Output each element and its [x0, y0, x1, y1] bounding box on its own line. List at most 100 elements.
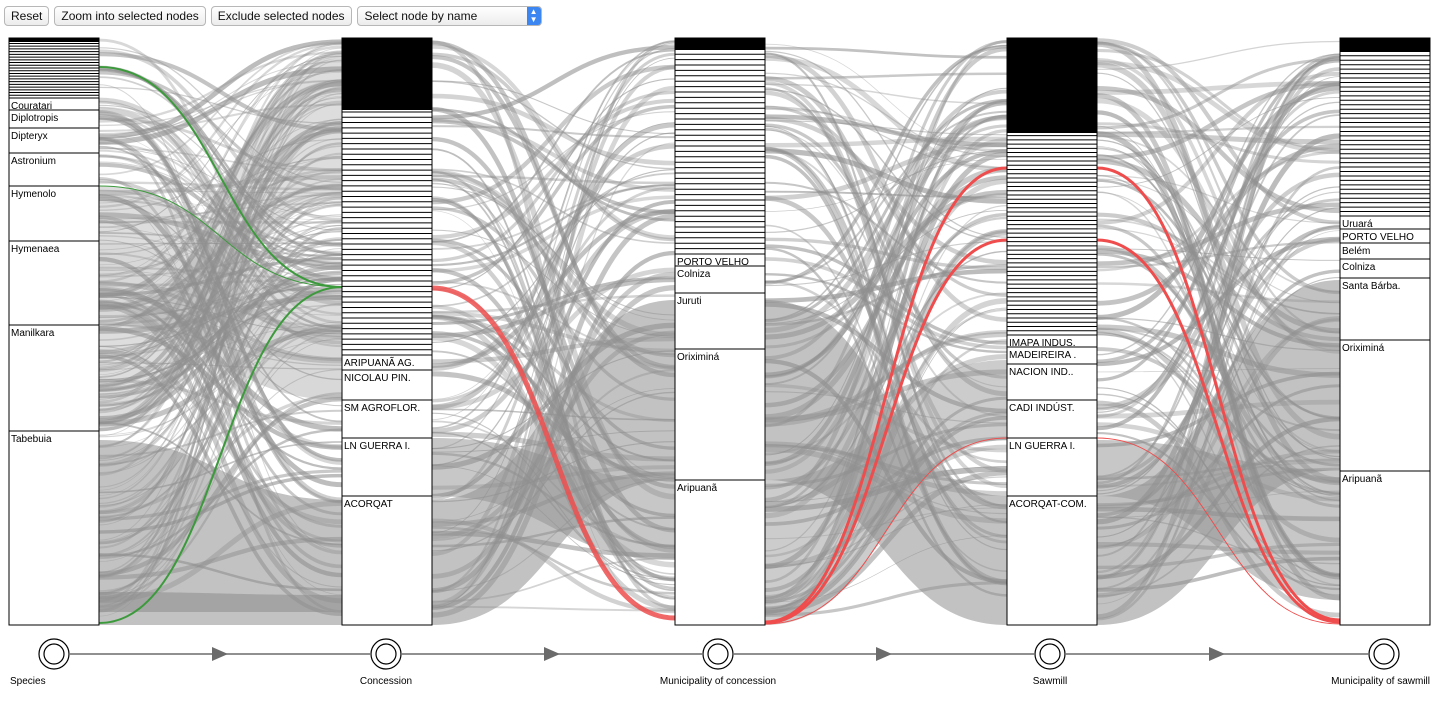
link-line[interactable] [98, 191, 343, 508]
link-line[interactable] [1096, 172, 1341, 410]
link-line[interactable] [98, 127, 343, 425]
link-line[interactable] [1096, 60, 1341, 155]
link-line[interactable] [431, 250, 676, 610]
link-line[interactable] [431, 170, 676, 590]
link-line[interactable] [98, 49, 343, 222]
link-line[interactable] [98, 45, 343, 283]
link-line[interactable] [98, 149, 343, 265]
link-line[interactable] [1096, 445, 1341, 597]
link-line[interactable] [98, 242, 343, 360]
link-line[interactable] [98, 276, 343, 594]
link-line[interactable] [98, 199, 343, 246]
link-line[interactable] [98, 86, 343, 125]
link-line[interactable] [1096, 416, 1341, 580]
link-line[interactable] [98, 193, 343, 278]
link-line[interactable] [764, 114, 1008, 378]
link-line[interactable] [98, 235, 343, 295]
link-line[interactable] [98, 169, 343, 388]
link-line[interactable] [98, 220, 343, 224]
node[interactable]: MADEIREIRA . [1006, 346, 1098, 365]
reset-button[interactable]: Reset [4, 6, 50, 26]
link-line[interactable] [764, 136, 1008, 148]
link-line[interactable] [98, 269, 343, 316]
link-line[interactable] [764, 150, 1008, 234]
link-line[interactable] [764, 209, 1008, 324]
link-line[interactable] [98, 117, 343, 329]
link-line[interactable] [98, 104, 343, 231]
link-line[interactable] [98, 142, 343, 523]
link-line[interactable] [764, 244, 1008, 345]
link-line[interactable] [1096, 41, 1341, 334]
node-rect[interactable] [8, 185, 100, 242]
link-line[interactable] [431, 143, 676, 371]
link-line[interactable] [98, 326, 343, 427]
link-line[interactable] [764, 391, 1008, 424]
link-line[interactable] [431, 285, 676, 621]
link-line[interactable] [1096, 192, 1341, 453]
link-line[interactable] [431, 530, 676, 558]
link-line[interactable] [1096, 166, 1341, 622]
link-line[interactable] [431, 605, 676, 612]
link-line[interactable] [431, 478, 676, 592]
node[interactable]: Santa Bárba. [1339, 277, 1431, 341]
link-line[interactable] [98, 324, 343, 466]
link-line[interactable] [98, 142, 343, 255]
link-line[interactable] [98, 106, 343, 265]
link-line[interactable] [98, 156, 343, 251]
link-line[interactable] [98, 321, 343, 518]
link-line[interactable] [431, 516, 676, 548]
link-line[interactable] [98, 302, 343, 364]
link-line[interactable] [98, 195, 343, 424]
link-line[interactable] [764, 87, 1008, 456]
link-line[interactable] [98, 290, 343, 406]
link-line[interactable] [98, 277, 343, 391]
link-line[interactable] [98, 181, 343, 191]
link-line[interactable] [98, 168, 343, 277]
node[interactable]: Diplotropis [8, 109, 100, 129]
link-line[interactable] [98, 396, 343, 577]
link-line[interactable] [1096, 131, 1341, 145]
link-line[interactable] [1096, 41, 1341, 483]
link-line[interactable] [98, 242, 343, 245]
link-line[interactable] [98, 118, 343, 500]
node[interactable]: Tabebuia [8, 430, 100, 626]
link-line[interactable] [431, 186, 676, 316]
node-rect[interactable] [8, 127, 100, 154]
node[interactable]: NICOLAU PIN. [341, 369, 433, 401]
node-rect[interactable] [1006, 437, 1098, 497]
link-line[interactable] [431, 267, 676, 410]
link-line[interactable] [1096, 93, 1341, 601]
link-line[interactable] [431, 314, 676, 462]
link-line[interactable] [431, 391, 676, 552]
link-line[interactable] [764, 441, 1008, 497]
link-line[interactable] [1096, 158, 1341, 452]
link-line[interactable] [1096, 225, 1341, 489]
link-line[interactable] [764, 444, 1008, 569]
link-line[interactable] [1096, 399, 1341, 419]
link-line[interactable] [764, 257, 1008, 350]
link-line[interactable] [98, 41, 343, 176]
node-rect[interactable] [674, 348, 766, 481]
link-line[interactable] [764, 142, 1008, 201]
link-line[interactable] [98, 171, 343, 256]
link-line[interactable] [1096, 317, 1341, 352]
link-line[interactable] [764, 115, 1008, 509]
link-line[interactable] [98, 428, 343, 558]
node[interactable]: NACION IND.. [1006, 363, 1098, 401]
link-line[interactable] [764, 396, 1008, 603]
link-line[interactable] [764, 436, 1008, 526]
link-line[interactable] [98, 262, 343, 474]
link-line[interactable] [98, 88, 343, 404]
link-line[interactable] [764, 272, 1008, 354]
link-line[interactable] [1096, 61, 1341, 440]
link-line[interactable] [98, 219, 343, 516]
link-line[interactable] [431, 119, 676, 215]
node[interactable]: LN GUERRA I. [341, 437, 433, 497]
link-line[interactable] [431, 122, 676, 400]
link-line[interactable] [764, 124, 1008, 379]
link-line[interactable] [98, 47, 343, 183]
link-line[interactable] [764, 55, 1008, 173]
link-line[interactable] [98, 81, 343, 411]
link-line[interactable] [98, 201, 343, 505]
link-line[interactable] [1096, 59, 1341, 382]
